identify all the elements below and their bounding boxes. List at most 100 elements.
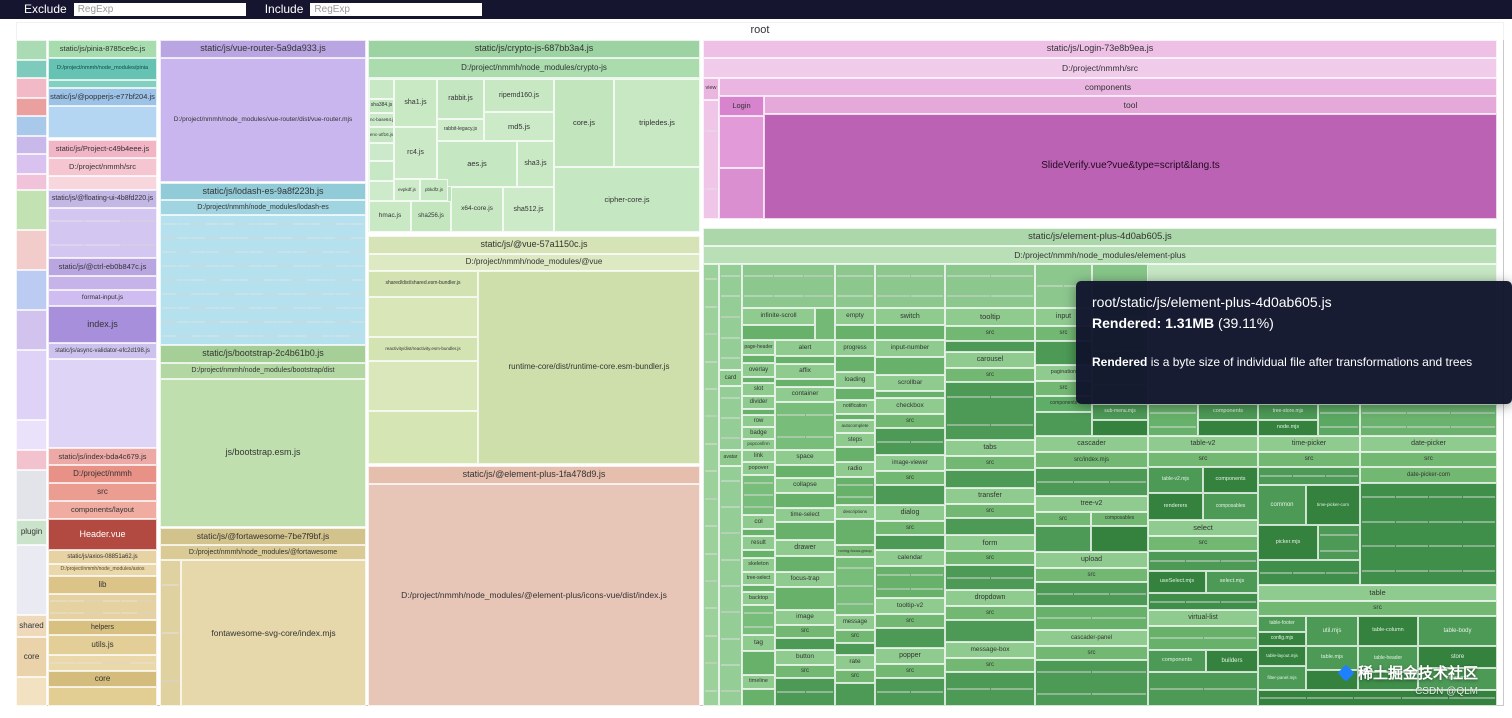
treemap-node[interactable] [369,161,394,181]
treemap-node[interactable] [162,321,176,324]
treemap-node[interactable] [16,78,47,98]
treemap-node[interactable] [719,466,742,706]
treemap-node-src[interactable]: src [775,665,835,678]
treemap-node[interactable] [990,576,1033,579]
treemap-node[interactable] [945,382,1035,440]
treemap-node-src[interactable]: src [945,658,1035,672]
treemap-node-login[interactable]: Login [719,96,764,116]
treemap-node[interactable] [50,600,67,603]
treemap-node[interactable] [176,321,190,324]
treemap-node[interactable] [263,307,277,310]
treemap-node-ripemd160-js[interactable]: ripemd160.js [484,79,554,112]
treemap-node[interactable] [945,518,1035,535]
treemap-node-view[interactable]: view [703,78,719,100]
treemap-node[interactable] [48,594,157,620]
treemap-node[interactable] [162,631,179,634]
treemap-node[interactable] [205,278,219,281]
treemap-node-tabs[interactable]: tabs [945,440,1035,456]
treemap-node[interactable] [1073,481,1110,483]
treemap-node-affix[interactable]: affix [775,364,835,379]
treemap-node[interactable] [835,683,875,706]
treemap-node[interactable] [234,250,248,253]
treemap-node[interactable] [947,423,990,426]
treemap-node[interactable] [368,361,478,411]
treemap-node-carousel[interactable]: carousel [945,352,1035,368]
treemap-node-d-project-nmmh-node-modules-element-plus[interactable]: D:/project/nmmh/node_modules/@element-pl… [368,484,700,706]
treemap-node[interactable] [805,413,833,416]
treemap-node[interactable] [336,264,350,267]
treemap-node[interactable] [835,643,875,655]
treemap-node[interactable] [16,270,47,310]
treemap-node-loading[interactable]: loading [835,372,875,388]
treemap-node[interactable] [721,315,740,318]
treemap-node[interactable] [910,691,943,693]
treemap-node[interactable] [837,566,873,569]
treemap-node[interactable] [176,307,190,310]
treemap-node[interactable] [945,672,1035,706]
treemap-node[interactable] [705,415,717,418]
treemap-node[interactable] [875,428,945,455]
treemap-node[interactable] [1035,468,1148,496]
treemap-node-header-vue[interactable]: Header.vue [48,519,157,550]
treemap-node-src[interactable]: src [1035,646,1148,660]
treemap-node-tree-select[interactable]: tree-select [742,572,775,585]
treemap-node-src[interactable]: src [1035,512,1091,526]
treemap-node[interactable] [1360,483,1497,585]
treemap-node[interactable] [50,243,85,246]
treemap-node[interactable] [160,560,181,706]
treemap-node-components[interactable]: components [1198,404,1258,420]
treemap-node[interactable] [721,357,740,360]
treemap-node[interactable] [990,295,1033,298]
treemap-node[interactable] [336,293,350,296]
treemap-node[interactable] [1326,475,1358,477]
treemap-node[interactable] [1035,526,1091,552]
treemap-node[interactable] [263,335,277,338]
treemap-node-empty[interactable]: empty [835,308,875,325]
treemap-node[interactable] [777,691,805,693]
treemap-node-timeline[interactable]: timeline [742,675,775,689]
treemap-node[interactable] [321,278,335,281]
treemap-node-d-project-nmmh-node-modules-crypto-js[interactable]: D:/project/nmmh/node_modules/crypto-js [368,58,700,78]
treemap-node-tree-v2[interactable]: tree-v2 [1035,496,1148,512]
treemap-node-shared-dist-shared-esm-bundler-js[interactable]: shared/dist/shared.esm-bundler.js [368,271,478,297]
treemap-node[interactable] [307,278,321,281]
treemap-node-table-body[interactable]: table-body [1418,616,1497,646]
treemap-node[interactable] [205,293,219,296]
treemap-node[interactable] [48,687,157,706]
treemap-node[interactable] [234,222,248,225]
treemap-node-tag[interactable]: tag [742,635,775,651]
treemap-node-util-mjs[interactable]: util.mjs [1306,616,1358,646]
treemap-node-image[interactable]: image [775,610,835,625]
treemap-node-src[interactable]: src [945,606,1035,620]
treemap-node[interactable] [350,293,364,296]
treemap-node-static-js-project-c49b4eee-js[interactable]: static/js/Project-c49b4eee.js [48,140,157,158]
treemap-node-aes-js[interactable]: aes.js [437,141,517,187]
treemap-node-core[interactable]: core [48,671,157,687]
treemap-node[interactable] [191,335,205,338]
treemap-node[interactable] [875,485,945,505]
treemap-node[interactable] [336,335,350,338]
treemap-node[interactable] [16,350,47,420]
treemap-node[interactable] [703,264,719,706]
treemap-node[interactable] [721,637,740,640]
treemap-node[interactable] [775,379,835,387]
treemap-node[interactable] [16,154,47,174]
treemap-node[interactable] [16,450,47,470]
treemap-node-link[interactable]: link [742,450,775,462]
treemap-node[interactable] [1354,697,1401,699]
treemap-node-tree-store-mjs[interactable]: tree-store.mjs [1258,404,1318,420]
exclude-input[interactable] [73,3,246,16]
treemap-node-time-picker-com[interactable]: time-picker-com [1306,485,1360,525]
treemap-node-node-mjs[interactable]: node.mjs [1258,420,1318,436]
treemap-node[interactable] [1326,571,1358,574]
treemap-node[interactable] [835,264,875,308]
treemap-node-switch[interactable]: switch [875,308,945,325]
treemap-node[interactable] [1035,606,1148,630]
treemap-node[interactable] [120,220,155,223]
treemap-node-descriptions[interactable]: descriptions [835,505,875,519]
treemap-node[interactable] [249,264,263,267]
treemap-node[interactable] [1150,637,1203,639]
treemap-node-sha256-js[interactable]: sha256.js [411,201,451,232]
treemap-node[interactable] [703,100,719,219]
treemap-node-src[interactable]: src [945,326,1035,341]
